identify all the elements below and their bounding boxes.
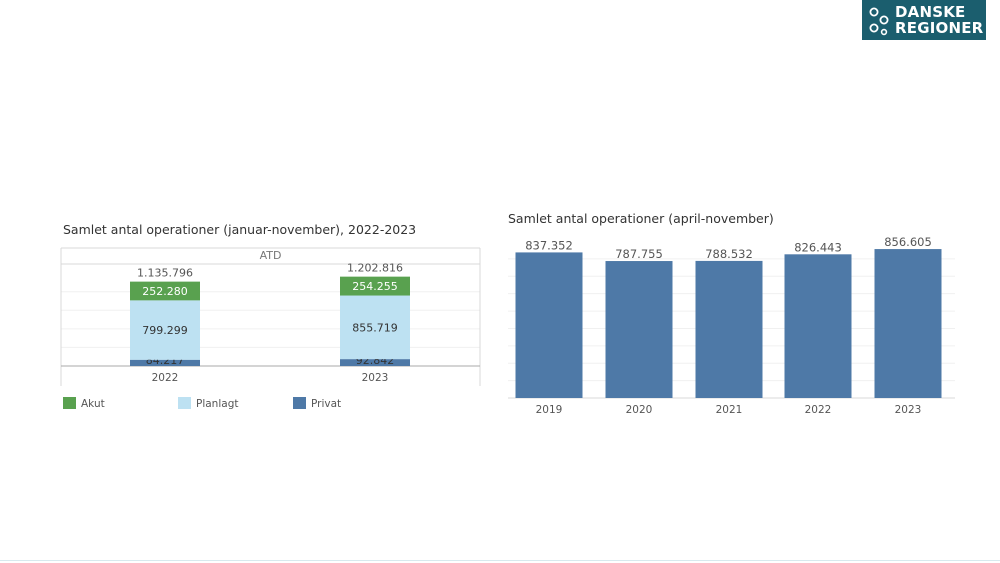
x-tick-label: 2019 xyxy=(536,404,563,416)
x-tick-label: 2023 xyxy=(895,404,922,416)
bar-value-label: 799.299 xyxy=(142,324,188,337)
x-tick-label: 2021 xyxy=(716,404,743,416)
stacked-bar-chart: ATD84.217799.299252.2801.135.796202292.8… xyxy=(60,247,481,410)
panel-header: ATD xyxy=(260,249,282,262)
legend-swatch-privat xyxy=(293,397,306,409)
logo-mark-icon xyxy=(869,7,889,36)
bar-value-label: 856.605 xyxy=(884,235,932,249)
bar xyxy=(515,252,583,398)
x-tick-label: 2023 xyxy=(362,372,389,384)
bar xyxy=(784,254,852,398)
legend-label: Planlagt xyxy=(196,398,238,410)
bar-value-label: 252.280 xyxy=(142,285,188,298)
bar-segment-planlagt xyxy=(130,300,200,360)
bar xyxy=(605,261,673,398)
legend-swatch-planlagt xyxy=(178,397,191,409)
bar xyxy=(874,249,942,398)
bar-segment-akut xyxy=(340,276,410,296)
x-tick-label: 2022 xyxy=(152,372,179,384)
bar-total-label: 1.202.816 xyxy=(347,262,403,275)
x-tick-label: 2022 xyxy=(805,404,832,416)
bar-value-label: 826.443 xyxy=(794,240,842,254)
bar-value-label: 787.755 xyxy=(615,247,663,261)
bar-segment-privat xyxy=(130,359,200,366)
legend-label: Privat xyxy=(311,398,341,410)
annual-bar-chart: 837.352 2019 787.755 2020 788.532 2021 826.443… xyxy=(508,235,955,416)
bar-value-label: 788.532 xyxy=(705,247,753,261)
bar xyxy=(695,260,763,398)
bar-segment-akut xyxy=(130,281,200,301)
bar-value-label: 254.255 xyxy=(352,280,398,293)
x-tick-label: 2020 xyxy=(626,404,653,416)
bar-segment-planlagt xyxy=(340,295,410,360)
footer-divider xyxy=(0,560,1000,561)
bar-value-label: 837.352 xyxy=(525,238,573,252)
legend-label: Akut xyxy=(81,398,105,410)
legend-swatch-akut xyxy=(63,397,76,409)
logo-text: DANSKE REGIONER xyxy=(895,4,983,36)
logo-line-2: REGIONER xyxy=(895,19,984,37)
bar-segment-privat xyxy=(340,359,410,366)
logo-line-1: DANSKE xyxy=(895,3,966,21)
bar-value-label: 855.719 xyxy=(352,321,398,334)
bar-total-label: 1.135.796 xyxy=(137,267,193,280)
chart2-title: Samlet antal operationer (april-november… xyxy=(508,211,774,226)
danske-regioner-logo: DANSKE REGIONER xyxy=(862,0,986,40)
chart1-title: Samlet antal operationer (januar-novembe… xyxy=(63,222,417,237)
